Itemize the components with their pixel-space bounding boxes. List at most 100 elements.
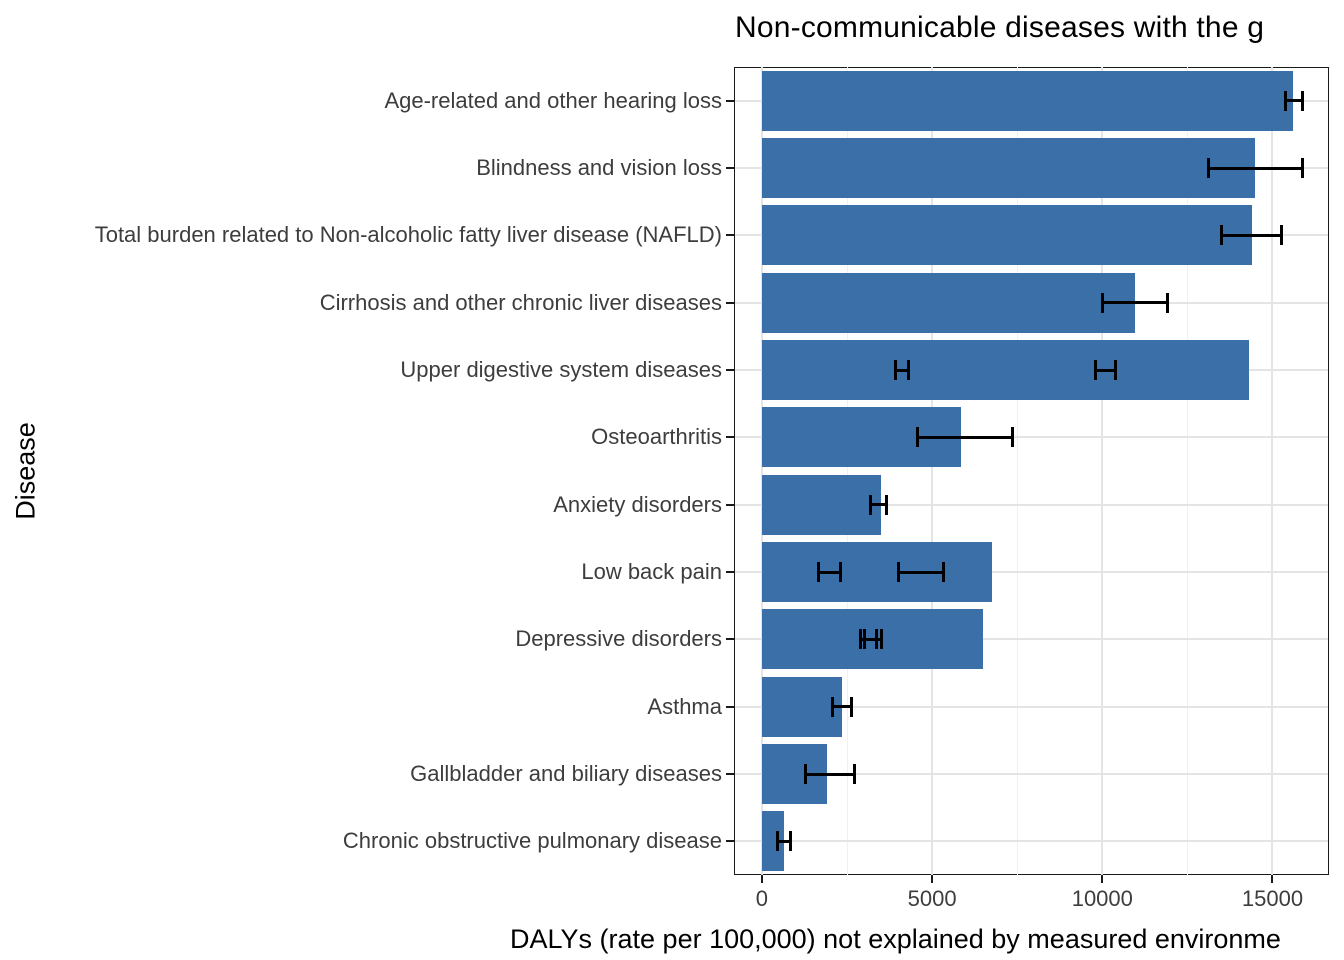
y-major-gridline bbox=[735, 773, 1328, 775]
error-bar-line bbox=[898, 570, 944, 574]
x-tick-label: 0 bbox=[755, 886, 769, 911]
error-bar-cap-left bbox=[803, 764, 807, 784]
error-bar-line bbox=[895, 368, 909, 372]
error-bar-cap-right bbox=[1301, 90, 1305, 111]
y-tick-mark bbox=[726, 840, 734, 843]
error-bar-cap-right bbox=[838, 562, 842, 582]
y-major-gridline bbox=[735, 436, 1328, 439]
x-major-gridline bbox=[931, 67, 934, 875]
y-category-label: Asthma bbox=[647, 693, 722, 719]
bar bbox=[761, 70, 1293, 131]
x-tick-mark bbox=[931, 875, 934, 883]
y-tick-mark bbox=[726, 369, 734, 371]
plot-panel bbox=[734, 67, 1329, 875]
bar bbox=[761, 676, 842, 737]
x-tick-mark bbox=[1101, 875, 1104, 883]
y-tick-mark bbox=[726, 99, 734, 102]
error-bar-cap-right bbox=[1166, 292, 1170, 313]
error-bar-cap-right bbox=[1011, 427, 1015, 448]
x-minor-gridline bbox=[1186, 67, 1188, 875]
bar bbox=[761, 811, 784, 872]
error-bar-cap-right bbox=[852, 764, 856, 784]
error-bar-line bbox=[1102, 301, 1168, 305]
x-tick-mark bbox=[1271, 875, 1274, 883]
error-bar-line bbox=[870, 503, 887, 507]
y-major-gridline bbox=[735, 840, 1328, 843]
y-tick-mark bbox=[726, 705, 734, 708]
y-category-label: Cirrhosis and other chronic liver diseas… bbox=[319, 289, 722, 315]
y-major-gridline bbox=[735, 705, 1328, 708]
y-tick-mark bbox=[726, 638, 734, 641]
error-bar-cap-right bbox=[789, 831, 793, 852]
y-major-gridline bbox=[735, 571, 1328, 573]
x-tick-label: 5000 bbox=[907, 886, 957, 911]
error-bar-line bbox=[777, 839, 791, 843]
error-bar-cap-right bbox=[906, 360, 910, 380]
bar bbox=[761, 138, 1255, 198]
y-major-gridline bbox=[735, 638, 1328, 641]
y-major-gridline bbox=[735, 503, 1328, 506]
error-bar-line bbox=[917, 435, 1013, 439]
error-bar-line bbox=[818, 570, 841, 574]
error-bar-cap-right bbox=[1113, 360, 1117, 380]
error-bar-cap-left bbox=[831, 696, 835, 717]
x-major-gridline bbox=[1271, 67, 1274, 875]
error-bar-line bbox=[1285, 99, 1303, 103]
error-bar-line bbox=[805, 772, 855, 776]
error-bar-cap-left bbox=[862, 629, 866, 650]
x-minor-gridline bbox=[846, 67, 848, 875]
chart-title: Non-communicable diseases with the g bbox=[735, 11, 1265, 44]
y-tick-mark bbox=[726, 571, 734, 573]
error-bar-cap-left bbox=[893, 360, 897, 380]
error-bar-cap-left bbox=[775, 831, 779, 852]
y-tick-mark bbox=[726, 436, 734, 439]
error-bar-cap-right bbox=[1280, 225, 1284, 246]
y-category-label: Gallbladder and biliary diseases bbox=[410, 761, 722, 786]
error-bar-cap-right bbox=[885, 494, 889, 515]
y-tick-mark bbox=[726, 503, 734, 506]
bar bbox=[761, 272, 1135, 333]
error-bar-cap-left bbox=[1219, 225, 1223, 246]
y-category-label: Anxiety disorders bbox=[553, 491, 722, 517]
x-tick-label: 15000 bbox=[1241, 886, 1304, 911]
y-category-label: Depressive disorders bbox=[515, 626, 722, 652]
error-bar-cap-right bbox=[879, 629, 883, 650]
x-axis-title: DALYs (rate per 100,000) not explained b… bbox=[510, 924, 1281, 954]
y-category-label: Osteoarthritis bbox=[591, 424, 722, 450]
error-bar-cap-right bbox=[1301, 158, 1305, 178]
error-bar-cap-left bbox=[1093, 360, 1097, 380]
bar bbox=[761, 205, 1253, 266]
error-bar-line bbox=[832, 705, 852, 709]
bar bbox=[761, 474, 882, 535]
y-category-label: Low back pain bbox=[581, 559, 722, 584]
error-bar-line bbox=[1095, 368, 1116, 372]
error-bar-cap-left bbox=[858, 629, 862, 650]
x-tick-mark bbox=[760, 875, 763, 883]
error-bar-line bbox=[1221, 233, 1282, 237]
y-category-label: Upper digestive system diseases bbox=[400, 357, 722, 382]
x-major-gridline bbox=[1101, 67, 1104, 875]
error-bar-line bbox=[1208, 166, 1303, 170]
error-bar-cap-left bbox=[915, 427, 919, 448]
error-bar-cap-right bbox=[849, 696, 853, 717]
y-category-label: Age-related and other hearing loss bbox=[384, 87, 722, 113]
y-tick-mark bbox=[726, 773, 734, 775]
error-bar-cap-left bbox=[1207, 158, 1210, 178]
y-category-label: Blindness and vision loss bbox=[476, 155, 722, 180]
bar bbox=[761, 340, 1249, 400]
y-tick-mark bbox=[726, 234, 734, 237]
y-category-label: Total burden related to Non-alcoholic fa… bbox=[94, 222, 722, 248]
error-bar-cap-left bbox=[816, 562, 820, 582]
error-bar-cap-left bbox=[1100, 292, 1104, 313]
error-bar-cap-right bbox=[941, 562, 945, 582]
x-tick-label: 10000 bbox=[1071, 886, 1133, 911]
error-bar-line bbox=[864, 637, 882, 641]
x-major-gridline bbox=[760, 67, 763, 875]
x-minor-gridline bbox=[1016, 67, 1018, 875]
error-bar-cap-left bbox=[896, 562, 900, 582]
error-bar-cap-left bbox=[1283, 90, 1287, 111]
y-tick-mark bbox=[726, 167, 734, 169]
y-tick-mark bbox=[726, 301, 734, 304]
y-category-label: Chronic obstructive pulmonary disease bbox=[342, 828, 722, 854]
